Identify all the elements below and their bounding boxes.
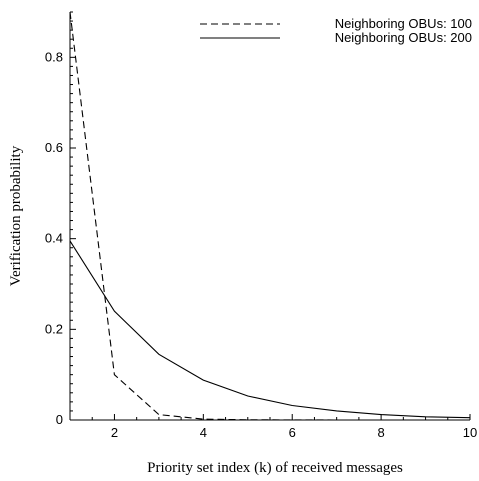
x-tick-label: 6 (289, 425, 296, 440)
axis-tick-labels: 2 4 6 8 10 0 0.2 0.4 0.6 0.8 (45, 49, 477, 440)
x-axis-title: Priority set index (k) of received messa… (147, 460, 403, 476)
y-tick-label: 0.6 (45, 140, 63, 155)
x-tick-label: 4 (200, 425, 207, 440)
x-tick-label: 2 (111, 425, 118, 440)
y-axis-title: Verification probability (8, 145, 24, 286)
axis-ticks (69, 11, 471, 421)
y-tick-label: 0 (56, 412, 63, 427)
y-tick-label: 0.2 (45, 321, 63, 336)
plot-area: 2 4 6 8 10 0 0.2 0.4 0.6 0.8 (45, 11, 477, 440)
y-tick-label: 0.8 (45, 49, 63, 64)
legend-label-1: Neighboring OBUs: 100 (335, 16, 472, 31)
series-lines (69, 11, 471, 421)
series-line-2 (69, 240, 471, 419)
x-tick-label: 8 (377, 425, 384, 440)
legend-label-2: Neighboring OBUs: 200 (335, 30, 472, 45)
series-line-1 (69, 11, 470, 421)
x-tick-label: 10 (463, 425, 477, 440)
y-tick-label: 0.4 (45, 231, 63, 246)
